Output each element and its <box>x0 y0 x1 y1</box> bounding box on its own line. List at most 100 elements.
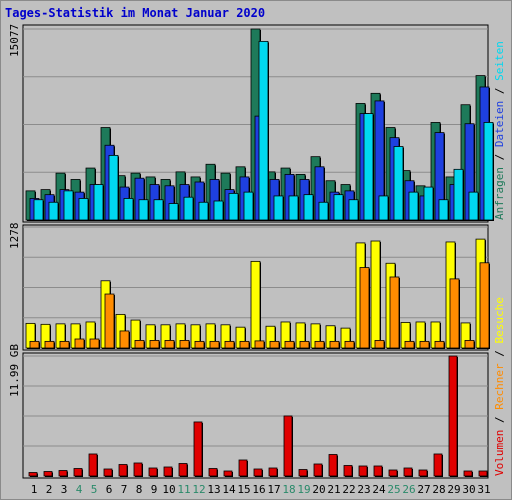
bar-middle-rechner-day8 <box>134 340 145 349</box>
x-tick-label: 16 <box>252 483 265 496</box>
x-tick-label: 27 <box>417 483 430 496</box>
x-tick-label: 25 <box>387 483 400 496</box>
bar-top-seiten-day22 <box>348 199 359 221</box>
y-max-label-middle: 1278 <box>8 223 21 250</box>
x-tick-label: 17 <box>267 483 280 496</box>
y-max-label-top: 15077 <box>8 24 21 57</box>
x-tick-label: 4 <box>76 483 83 496</box>
bar-bottom-volumen-day9 <box>148 467 158 477</box>
bar-bottom-volumen-day22 <box>343 465 353 477</box>
bar-bottom-volumen-day17 <box>268 467 278 477</box>
x-tick-label: 1 <box>31 483 38 496</box>
bar-top-seiten-day19 <box>303 194 314 221</box>
bar-middle-rechner-day19 <box>299 340 310 349</box>
x-tick-label: 21 <box>327 483 340 496</box>
bar-bottom-volumen-day25 <box>388 469 398 477</box>
x-tick-label: 28 <box>432 483 445 496</box>
bar-bottom-volumen-day10 <box>163 466 173 477</box>
x-tick-label: 2 <box>46 483 53 496</box>
bar-middle-rechner-day15 <box>239 340 250 349</box>
bar-middle-rechner-day10 <box>164 340 175 349</box>
x-tick-label: 29 <box>447 483 460 496</box>
bar-middle-rechner-day29 <box>449 278 460 349</box>
bar-middle-rechner-day7 <box>119 330 130 349</box>
bar-top-seiten-day29 <box>453 168 464 221</box>
legend-anfragen: Anfragen <box>493 167 506 220</box>
x-tick-label: 8 <box>136 483 143 496</box>
bar-bottom-volumen-day3 <box>58 470 68 477</box>
side-legend-side-top: Anfragen / Dateien / Seiten <box>493 41 506 220</box>
bar-top-seiten-day23 <box>363 113 374 221</box>
bar-top-seiten-day4 <box>78 198 89 221</box>
bar-middle-rechner-day21 <box>329 340 340 349</box>
legend-rechner: Rechner <box>493 363 506 410</box>
bar-top-seiten-day20 <box>318 201 329 221</box>
x-tick-label: 6 <box>106 483 113 496</box>
chart-title: Tages-Statistik im Monat Januar 2020 <box>5 6 265 20</box>
bar-middle-rechner-day5 <box>89 338 100 349</box>
bar-top-seiten-day5 <box>93 184 104 221</box>
bar-bottom-volumen-day4 <box>73 468 83 477</box>
bar-bottom-volumen-day28 <box>433 453 443 477</box>
bar-middle-rechner-day16 <box>254 340 265 349</box>
bar-bottom-volumen-day8 <box>133 462 143 477</box>
bar-bottom-volumen-day19 <box>298 469 308 477</box>
bar-bottom-volumen-day1 <box>28 472 38 477</box>
bar-middle-rechner-day2 <box>44 340 55 349</box>
x-tick-label: 20 <box>312 483 325 496</box>
x-tick-label: 3 <box>61 483 68 496</box>
bar-middle-rechner-day9 <box>149 340 160 349</box>
bar-top-seiten-day1 <box>33 199 44 221</box>
bar-bottom-volumen-day30 <box>463 470 473 477</box>
bar-top-seiten-day6 <box>108 154 119 221</box>
bar-bottom-volumen-day13 <box>208 468 218 477</box>
x-tick-label: 7 <box>121 483 128 496</box>
bar-bottom-volumen-day27 <box>418 469 428 477</box>
legend-separator: / <box>493 344 506 364</box>
bar-top-seiten-day14 <box>228 192 239 221</box>
bar-middle-rechner-day3 <box>59 340 70 349</box>
bar-bottom-volumen-day7 <box>118 464 128 477</box>
bar-middle-rechner-day26 <box>404 340 415 349</box>
x-tick-label: 24 <box>372 483 386 496</box>
bar-middle-rechner-day11 <box>179 340 190 349</box>
x-tick-label: 13 <box>207 483 220 496</box>
x-tick-label: 14 <box>222 483 236 496</box>
bar-top-seiten-day10 <box>168 203 179 221</box>
bar-top-seiten-day9 <box>153 199 164 221</box>
bar-top-seiten-day21 <box>333 194 344 221</box>
bar-middle-rechner-day31 <box>479 262 490 349</box>
bar-bottom-volumen-day26 <box>403 467 413 477</box>
bar-top-seiten-day28 <box>438 199 449 221</box>
bar-middle-rechner-day28 <box>434 340 445 349</box>
bar-top-seiten-day12 <box>198 201 209 221</box>
bar-middle-rechner-day6 <box>104 293 115 349</box>
bar-top-seiten-day30 <box>468 191 479 221</box>
bar-middle-rechner-day20 <box>314 340 325 349</box>
side-legend-side-bottom: Volumen / Rechner / Besuche <box>493 297 506 476</box>
x-tick-label: 15 <box>237 483 250 496</box>
side-legend-text: Anfragen / Dateien / Seiten <box>493 41 506 220</box>
x-tick-label: 12 <box>192 483 205 496</box>
bar-middle-rechner-day14 <box>224 340 235 349</box>
bar-top-seiten-day24 <box>378 195 389 221</box>
bar-bottom-volumen-day15 <box>238 459 248 477</box>
bar-bottom-volumen-day2 <box>43 471 53 477</box>
bar-bottom-volumen-day14 <box>223 470 233 477</box>
x-tick-label: 10 <box>162 483 175 496</box>
bar-top-seiten-day3 <box>63 190 74 221</box>
bar-bottom-volumen-day20 <box>313 463 323 477</box>
bar-top-seiten-day27 <box>423 186 434 221</box>
panel-middle: 1278 <box>8 223 490 351</box>
bar-bottom-volumen-day31 <box>478 470 488 477</box>
bar-middle-rechner-day22 <box>344 340 355 349</box>
bar-bottom-volumen-day18 <box>283 415 293 477</box>
bar-top-seiten-day16 <box>258 40 269 221</box>
x-tick-label: 11 <box>177 483 190 496</box>
x-tick-label: 5 <box>91 483 98 496</box>
bar-bottom-volumen-day21 <box>328 454 338 477</box>
bar-bottom-volumen-day23 <box>358 465 368 477</box>
side-legend-text: Volumen / Rechner / Besuche <box>493 297 506 476</box>
bar-bottom-volumen-day12 <box>193 421 203 477</box>
